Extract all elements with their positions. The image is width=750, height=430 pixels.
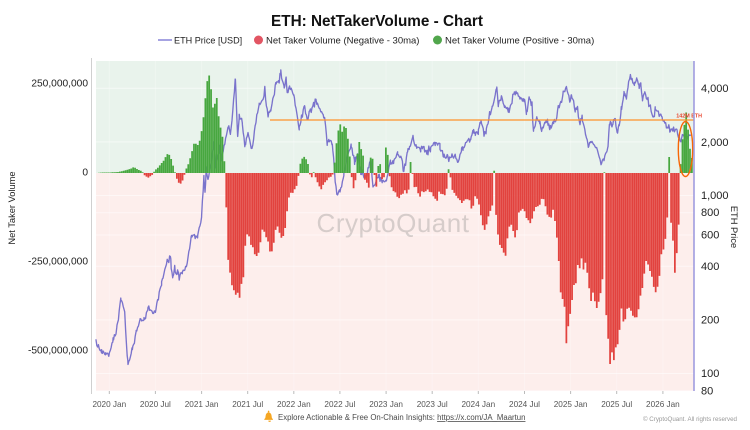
- svg-text:Net Taker Volume (Positive - 3: Net Taker Volume (Positive - 30ma): [445, 36, 594, 47]
- svg-text:-500,000,000: -500,000,000: [28, 346, 88, 357]
- svg-text:2023 Jul: 2023 Jul: [417, 400, 448, 409]
- svg-text:4,000: 4,000: [701, 83, 729, 95]
- svg-text:Explore Actionable & Free On-C: Explore Actionable & Free On-Chain Insig…: [278, 413, 525, 422]
- svg-text:2026 Jan: 2026 Jan: [646, 400, 680, 409]
- svg-text:2023 Jan: 2023 Jan: [369, 400, 403, 409]
- svg-text:2,000: 2,000: [701, 137, 729, 149]
- svg-text:80: 80: [701, 385, 713, 397]
- svg-text:2022 Jul: 2022 Jul: [324, 400, 355, 409]
- svg-text:CryptoQuant: CryptoQuant: [317, 208, 470, 238]
- svg-text:200: 200: [701, 314, 719, 326]
- svg-text:ETH: NetTakerVolume - Chart: ETH: NetTakerVolume - Chart: [271, 13, 483, 30]
- svg-text:ETH Price: ETH Price: [729, 206, 739, 248]
- svg-text:2024 Jan: 2024 Jan: [461, 400, 495, 409]
- svg-text:2020 Jan: 2020 Jan: [92, 400, 126, 409]
- svg-text:800: 800: [701, 207, 719, 219]
- svg-text:Net Taker Volume: Net Taker Volume: [7, 171, 17, 244]
- svg-text:2021 Jul: 2021 Jul: [232, 400, 263, 409]
- svg-text:250,000,000: 250,000,000: [31, 79, 88, 90]
- svg-text:2025 Jul: 2025 Jul: [601, 400, 632, 409]
- svg-text:100: 100: [701, 368, 719, 380]
- svg-text:2022 Jan: 2022 Jan: [277, 400, 311, 409]
- svg-text:400: 400: [701, 261, 719, 273]
- svg-text:2025 Jan: 2025 Jan: [554, 400, 588, 409]
- svg-text:142M ETH: 142M ETH: [676, 114, 702, 120]
- svg-text:0: 0: [82, 168, 88, 179]
- svg-text:-250,000,000: -250,000,000: [28, 257, 88, 268]
- svg-text:600: 600: [701, 229, 719, 241]
- svg-text:2021 Jan: 2021 Jan: [185, 400, 219, 409]
- svg-text:1,000: 1,000: [701, 190, 729, 202]
- svg-text:Net Taker Volume (Negative - 3: Net Taker Volume (Negative - 30ma): [266, 36, 419, 47]
- svg-text:© CryptoQuant. All rights rese: © CryptoQuant. All rights reserved: [643, 416, 738, 423]
- svg-text:ETH Price [USD]: ETH Price [USD]: [174, 36, 242, 46]
- svg-text:2024 Jul: 2024 Jul: [509, 400, 540, 409]
- svg-text:2020 Jul: 2020 Jul: [140, 400, 171, 409]
